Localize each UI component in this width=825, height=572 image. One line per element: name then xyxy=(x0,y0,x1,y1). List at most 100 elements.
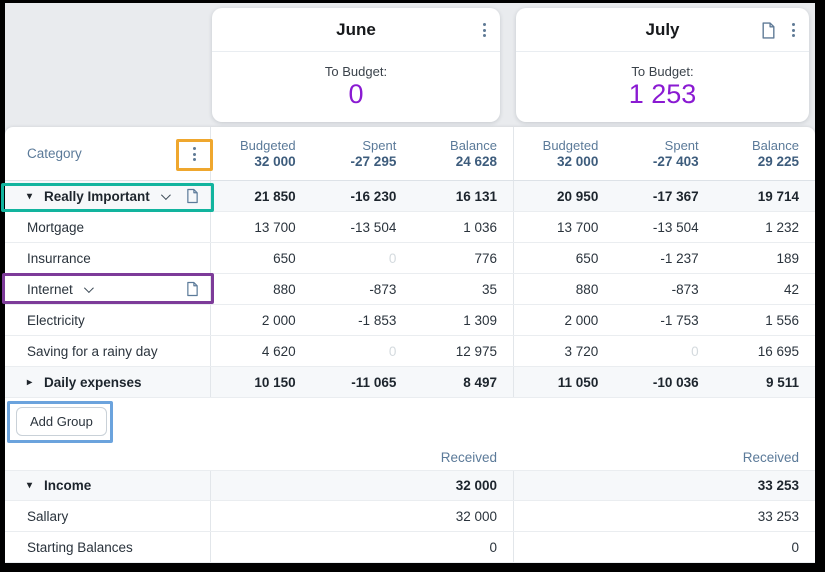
collapse-icon[interactable]: ▾ xyxy=(27,480,33,491)
balance-cell: 189 xyxy=(776,250,799,266)
july-budgeted-header: Budgeted 32 000 xyxy=(514,138,614,169)
category-label[interactable]: Starting Balances xyxy=(27,539,133,555)
note-icon[interactable] xyxy=(186,188,199,204)
category-cell: Mortgage xyxy=(5,212,210,242)
budgeted-cell[interactable]: 20 950 xyxy=(557,188,599,204)
balance-cell: 1 232 xyxy=(765,219,799,235)
july-values: 20 950 -17 367 19 714 xyxy=(513,181,815,211)
june-values: 32 000 xyxy=(210,471,513,500)
group-label[interactable]: Income xyxy=(44,478,92,493)
category-label[interactable]: Electricity xyxy=(27,312,85,328)
budgeted-cell[interactable]: 650 xyxy=(273,250,296,266)
month-card-july: July To Budget: 1 253 xyxy=(516,8,809,122)
balance-label: Balance xyxy=(752,138,799,153)
month-menu-icon-july[interactable] xyxy=(792,23,795,37)
july-values: 33 253 xyxy=(513,471,815,500)
to-budget-panel-june: To Budget: 0 xyxy=(212,52,500,120)
balance-cell: 16 695 xyxy=(757,343,799,359)
budgeted-cell[interactable]: 4 620 xyxy=(261,343,296,359)
table-header-row: Category Budgeted 32 000 Spent -27 295 B… xyxy=(5,127,815,181)
budgeted-cell[interactable]: 2 000 xyxy=(261,312,296,328)
to-budget-label-june: To Budget: xyxy=(324,64,388,79)
received-cell: 0 xyxy=(791,539,799,555)
july-values: 880 -873 42 xyxy=(513,274,815,304)
received-cell: 32 000 xyxy=(455,478,497,493)
category-label[interactable]: Sallary xyxy=(27,508,69,524)
category-label[interactable]: Internet xyxy=(27,281,73,297)
budgeted-cell[interactable]: 13 700 xyxy=(557,219,599,235)
to-budget-label-july: To Budget: xyxy=(631,64,694,79)
received-label-june: Received xyxy=(440,449,497,465)
july-spent-header: Spent -27 403 xyxy=(614,138,714,169)
chevron-down-icon[interactable] xyxy=(160,189,171,200)
group-cell: ▾ Really Important xyxy=(5,181,210,211)
group-cell: ▾ Income xyxy=(5,471,210,500)
spent-total: -27 295 xyxy=(350,154,397,169)
copy-month-icon-july[interactable] xyxy=(761,21,776,39)
june-values: 880 -873 35 xyxy=(210,274,513,304)
category-cell: Internet xyxy=(5,274,210,304)
chevron-down-icon[interactable] xyxy=(83,282,94,293)
category-row-sallary: Sallary 32 000 33 253 xyxy=(5,501,815,532)
received-cell: 32 000 xyxy=(455,508,497,524)
spent-cell: -1 237 xyxy=(660,250,699,266)
category-label[interactable]: Insurrance xyxy=(27,250,91,266)
received-label-july: Received xyxy=(742,449,799,465)
add-group-button[interactable]: Add Group xyxy=(16,406,107,436)
to-budget-panel-july: To Budget: 1 253 xyxy=(516,52,809,120)
budgeted-cell[interactable]: 11 050 xyxy=(557,374,599,390)
month-title-july: July xyxy=(645,19,680,39)
balance-cell: 9 511 xyxy=(765,374,799,390)
balance-cell: 1 036 xyxy=(463,219,498,235)
received-header-row: Received Received xyxy=(5,444,815,470)
group-label[interactable]: Daily expenses xyxy=(44,374,142,390)
june-budgeted-header: Budgeted 32 000 xyxy=(211,138,312,169)
expand-icon[interactable]: ▸ xyxy=(27,376,33,388)
july-balance-header: Balance 29 225 xyxy=(715,138,815,169)
group-row-daily-expenses: ▸ Daily expenses 10 150 -11 065 8 497 11… xyxy=(5,367,815,398)
group-row-really-important: ▾ Really Important 21 850 -16 230 16 131… xyxy=(5,181,815,212)
budgeted-cell[interactable]: 650 xyxy=(575,250,599,266)
group-cell: ▸ Daily expenses xyxy=(5,367,210,397)
budgeted-cell[interactable]: 880 xyxy=(273,281,296,297)
category-row-internet: Internet 880 -873 35 880 -873 42 xyxy=(5,274,815,305)
category-label[interactable]: Saving for a rainy day xyxy=(27,343,158,359)
budgeted-cell[interactable]: 880 xyxy=(575,281,599,297)
june-values: 2 000 -1 853 1 309 xyxy=(210,305,513,335)
june-values: 10 150 -11 065 8 497 xyxy=(210,367,513,397)
month-title-june: June xyxy=(336,19,376,39)
category-header-cell: Category xyxy=(5,127,210,180)
category-cell: Sallary xyxy=(5,501,210,531)
budgeted-cell[interactable]: 10 150 xyxy=(254,374,296,390)
spent-cell: 0 xyxy=(388,250,397,266)
july-values: 13 700 -13 504 1 232 xyxy=(513,212,815,242)
received-cell: 33 253 xyxy=(757,478,799,493)
june-values: 32 000 xyxy=(210,501,513,531)
july-values: 2 000 -1 753 1 556 xyxy=(513,305,815,335)
spent-cell: 0 xyxy=(691,343,699,359)
category-row-insurrance: Insurrance 650 0 776 650 -1 237 189 xyxy=(5,243,815,274)
spent-cell: -10 036 xyxy=(652,374,699,390)
category-menu-icon[interactable] xyxy=(193,147,196,161)
spent-cell: -11 065 xyxy=(351,374,397,390)
spent-cell: -873 xyxy=(671,281,699,297)
month-header-july: July xyxy=(516,8,809,52)
budgeted-total: 32 000 xyxy=(557,154,599,169)
category-cell: Starting Balances xyxy=(5,532,210,562)
budgeted-label: Budgeted xyxy=(542,138,599,153)
june-values: 13 700 -13 504 1 036 xyxy=(210,212,513,242)
category-label[interactable]: Mortgage xyxy=(27,219,85,235)
balance-cell: 12 975 xyxy=(455,343,498,359)
balance-total: 24 628 xyxy=(455,154,498,169)
group-row-income: ▾ Income 32 000 33 253 xyxy=(5,470,815,501)
note-icon[interactable] xyxy=(186,281,199,297)
month-menu-icon-june[interactable] xyxy=(483,23,486,37)
category-row-electricity: Electricity 2 000 -1 853 1 309 2 000 -1 … xyxy=(5,305,815,336)
group-label[interactable]: Really Important xyxy=(44,188,150,204)
budgeted-cell[interactable]: 21 850 xyxy=(254,188,296,204)
budgeted-cell[interactable]: 3 720 xyxy=(564,343,599,359)
june-header-columns: Budgeted 32 000 Spent -27 295 Balance 24… xyxy=(210,127,513,180)
collapse-icon[interactable]: ▾ xyxy=(27,190,33,202)
budgeted-cell[interactable]: 13 700 xyxy=(254,219,296,235)
budgeted-cell[interactable]: 2 000 xyxy=(564,312,599,328)
